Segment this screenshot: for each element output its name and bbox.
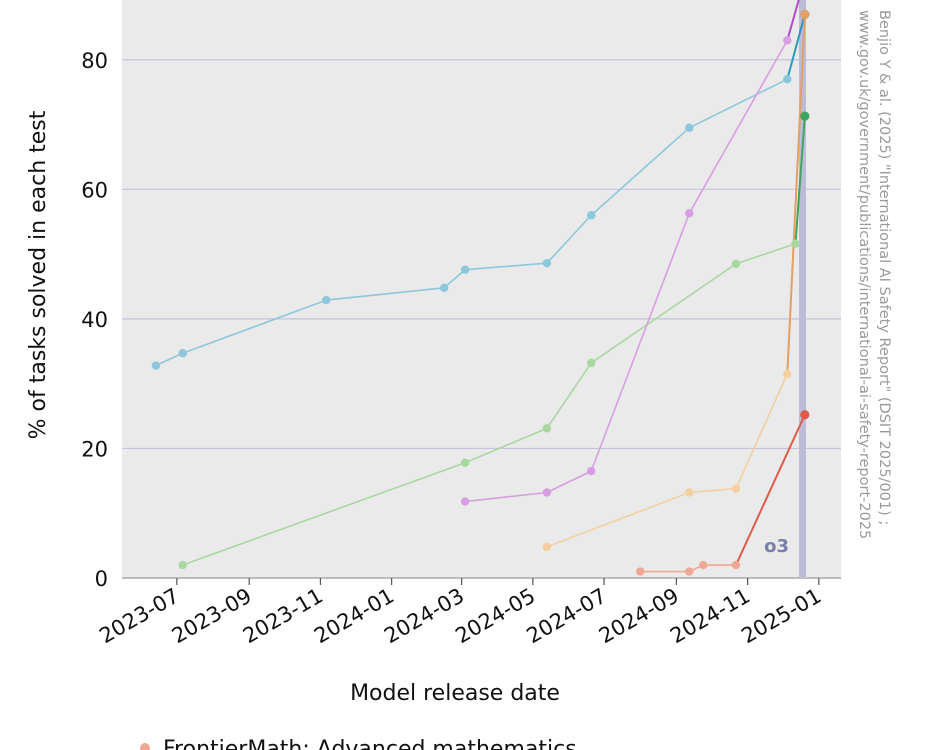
series-0-segment bbox=[786, 14, 806, 80]
y-axis-title: % of tasks solved in each test bbox=[26, 110, 51, 439]
x-tick-label: 2025-01 bbox=[737, 584, 825, 649]
x-tick-label: 2024-01 bbox=[310, 584, 398, 649]
series-points bbox=[151, 9, 810, 576]
series-1-segment bbox=[590, 263, 737, 364]
series-2-point bbox=[587, 466, 596, 476]
series-0-point bbox=[542, 258, 552, 268]
series-0-point bbox=[151, 361, 161, 370]
series-2-segment bbox=[590, 213, 691, 472]
series-2-segment bbox=[546, 470, 592, 494]
series-3-segment bbox=[689, 487, 737, 494]
series-1-point bbox=[542, 424, 552, 433]
series-1-segment bbox=[735, 242, 796, 265]
legend-label-frontiermath: FrontierMath: Advanced mathematics bbox=[163, 737, 577, 750]
series-2-point bbox=[783, 36, 792, 45]
series-1-point bbox=[587, 358, 596, 368]
series-4-point bbox=[800, 410, 810, 420]
series-3-segment bbox=[546, 491, 690, 548]
series-2-point bbox=[685, 209, 694, 218]
series-lines bbox=[155, 0, 806, 573]
series-1-point bbox=[731, 259, 741, 269]
series-2-point bbox=[542, 488, 552, 497]
x-tick-label: 2024-05 bbox=[451, 584, 539, 649]
y-tick-label: 60 bbox=[81, 178, 108, 202]
series-0-segment bbox=[465, 262, 547, 271]
series-0-point bbox=[178, 349, 187, 358]
y-tick-label: 80 bbox=[81, 49, 108, 73]
series-3-point bbox=[783, 369, 792, 379]
legend-marker-frontiermath bbox=[140, 743, 150, 750]
series-2-point bbox=[460, 497, 470, 506]
y-tick-label: 40 bbox=[81, 308, 108, 332]
series-0-segment bbox=[546, 214, 592, 264]
series-1-point bbox=[460, 458, 470, 467]
series-1-segment bbox=[546, 362, 592, 429]
x-tick-label: 2024-07 bbox=[523, 584, 611, 649]
series-3-segment bbox=[786, 14, 806, 374]
source-note: Benjio Y & al. (2025) "International AI … bbox=[856, 10, 892, 539]
series-1-point bbox=[791, 239, 800, 248]
series-0-segment bbox=[182, 299, 327, 354]
series-3-point bbox=[731, 484, 741, 493]
series-0-segment bbox=[443, 269, 466, 289]
series-0-point bbox=[783, 75, 792, 84]
series-0-point bbox=[685, 123, 694, 132]
x-tick-label: 2023-07 bbox=[95, 584, 183, 649]
x-tick-label: 2023-11 bbox=[239, 584, 327, 649]
series-1-point bbox=[800, 111, 810, 121]
legend: FrontierMath: Advanced mathematics bbox=[140, 737, 577, 750]
series-4-segment bbox=[735, 414, 806, 566]
series-0-segment bbox=[326, 286, 445, 301]
series-3-point bbox=[685, 488, 694, 497]
series-1-segment bbox=[464, 427, 548, 464]
series-2-segment bbox=[786, 0, 800, 41]
series-4-point bbox=[731, 560, 741, 570]
gridlines bbox=[122, 59, 841, 579]
series-1-segment bbox=[182, 461, 466, 566]
series-1-segment bbox=[794, 116, 806, 244]
x-tick-label: 2024-09 bbox=[595, 584, 683, 649]
series-3-point bbox=[542, 542, 552, 552]
x-tick-label: 2024-03 bbox=[380, 584, 468, 649]
series-2-segment bbox=[688, 39, 789, 214]
series-2-segment bbox=[465, 491, 547, 503]
series-0-segment bbox=[590, 127, 690, 216]
y-axis-ticks: 0 20 40 60 80 bbox=[81, 49, 108, 591]
series-0-segment bbox=[688, 78, 788, 129]
series-1-point bbox=[178, 560, 187, 570]
series-0-point bbox=[587, 211, 596, 220]
series-3-segment bbox=[735, 373, 789, 489]
x-axis-ticks: 2023-072023-092023-112024-012024-032024-… bbox=[95, 578, 825, 648]
x-tick-label: 2024-11 bbox=[666, 584, 754, 649]
series-0-point bbox=[460, 265, 470, 274]
y-tick-label: 20 bbox=[81, 437, 108, 461]
x-axis-title: Model release date bbox=[350, 681, 560, 706]
series-4-point bbox=[685, 567, 694, 576]
series-4-point bbox=[699, 560, 708, 570]
o3-annotation: o3 bbox=[764, 536, 789, 557]
series-3-point bbox=[800, 9, 810, 20]
o3-highlight-band bbox=[798, 0, 806, 578]
series-4-point bbox=[636, 567, 645, 576]
plot-background bbox=[122, 0, 841, 578]
y-tick-label: 0 bbox=[95, 567, 108, 591]
series-0-point bbox=[322, 295, 331, 305]
x-tick-label: 2023-09 bbox=[168, 584, 256, 649]
series-0-segment bbox=[155, 352, 184, 367]
series-0-point bbox=[439, 283, 449, 292]
